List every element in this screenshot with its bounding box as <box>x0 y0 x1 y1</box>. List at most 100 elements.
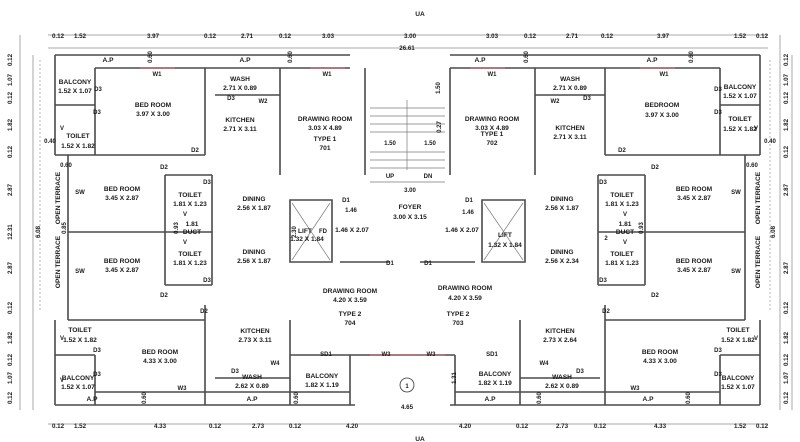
svg-text:D2: D2 <box>160 165 168 171</box>
svg-text:6.08: 6.08 <box>770 225 777 238</box>
svg-text:UA: UA <box>415 436 425 442</box>
column-marker-icon <box>399 377 415 393</box>
svg-text:A.P: A.P <box>485 396 497 403</box>
svg-text:W4: W4 <box>540 361 550 367</box>
svg-text:1.07: 1.07 <box>7 371 14 384</box>
svg-text:SW: SW <box>731 190 741 196</box>
svg-text:2.73 X 3.11: 2.73 X 3.11 <box>238 337 272 344</box>
svg-text:3.00: 3.00 <box>404 33 417 40</box>
svg-text:WASH: WASH <box>242 374 262 381</box>
svg-text:2.87: 2.87 <box>783 261 790 274</box>
svg-text:1.07: 1.07 <box>783 73 790 86</box>
svg-text:2.71 X 0.89: 2.71 X 0.89 <box>223 85 257 92</box>
bottom-dims: 0.12 1.52 4.33 0.12 2.73 0.12 4.20 4.20 … <box>52 423 769 430</box>
svg-text:3.03 X 4.89: 3.03 X 4.89 <box>475 125 509 132</box>
svg-text:BED ROOM: BED ROOM <box>104 258 141 265</box>
svg-text:3.45 X 2.87: 3.45 X 2.87 <box>677 195 711 202</box>
bottom-extra-dim: 4.65 <box>401 404 414 411</box>
svg-text:4.20 X 3.59: 4.20 X 3.59 <box>333 297 367 304</box>
svg-text:TYPE 2: TYPE 2 <box>339 311 362 318</box>
room-labels-bottom: DRAWING ROOM 4.20 X 3.59 TYPE 2 704 DRAW… <box>61 285 755 403</box>
svg-text:1.52: 1.52 <box>734 423 747 430</box>
svg-text:BED ROOM: BED ROOM <box>642 349 679 356</box>
svg-text:0.12: 0.12 <box>516 423 529 430</box>
svg-text:3.45 X 2.87: 3.45 X 2.87 <box>677 267 711 274</box>
svg-text:BALCONY: BALCONY <box>62 375 95 382</box>
svg-text:TYPE 1: TYPE 1 <box>314 136 337 143</box>
svg-text:V: V <box>623 212 627 218</box>
svg-text:TOILET: TOILET <box>178 251 201 258</box>
svg-text:3.03: 3.03 <box>486 33 499 40</box>
room-labels-middle: BED ROOM 3.45 X 2.87 BED ROOM 3.45 X 2.8… <box>55 171 762 288</box>
svg-text:0.12: 0.12 <box>52 33 65 40</box>
svg-text:0.60: 0.60 <box>142 392 148 404</box>
lift-crosses <box>291 202 524 261</box>
svg-text:W1: W1 <box>660 72 670 78</box>
svg-text:OPEN TERRACE: OPEN TERRACE <box>755 235 762 288</box>
svg-text:D3: D3 <box>714 110 722 116</box>
svg-text:TOILET: TOILET <box>726 327 749 334</box>
svg-text:1.52 X 1.07: 1.52 X 1.07 <box>723 93 757 100</box>
svg-text:D3: D3 <box>94 87 102 93</box>
svg-text:W1: W1 <box>323 72 333 78</box>
svg-text:1.81 X 1.23: 1.81 X 1.23 <box>173 201 207 208</box>
svg-text:1.31: 1.31 <box>452 372 458 384</box>
svg-text:D3: D3 <box>576 369 584 375</box>
svg-text:1.52: 1.52 <box>74 423 87 430</box>
svg-text:0.12: 0.12 <box>7 391 14 404</box>
svg-text:A.P: A.P <box>475 57 487 64</box>
svg-text:1.46 X 2.07: 1.46 X 2.07 <box>335 227 369 234</box>
svg-text:V: V <box>183 240 187 246</box>
dimension-lines <box>19 34 793 425</box>
svg-text:703: 703 <box>452 320 463 327</box>
svg-text:D3: D3 <box>714 348 722 354</box>
svg-text:KITCHEN: KITCHEN <box>545 328 575 335</box>
svg-text:D3: D3 <box>203 180 211 186</box>
svg-text:BALCONY: BALCONY <box>59 79 92 86</box>
svg-text:UA: UA <box>415 11 425 18</box>
svg-text:1.52 X 1.07: 1.52 X 1.07 <box>721 384 755 391</box>
svg-text:0.12: 0.12 <box>756 423 769 430</box>
svg-text:V: V <box>754 336 758 342</box>
svg-text:BALCONY: BALCONY <box>306 373 339 380</box>
svg-text:0.60: 0.60 <box>288 51 294 63</box>
svg-text:LIFT: LIFT <box>298 228 312 235</box>
svg-text:701: 701 <box>319 145 330 152</box>
svg-text:0.93: 0.93 <box>639 222 645 234</box>
svg-text:2.71: 2.71 <box>241 33 254 40</box>
svg-text:BED ROOM: BED ROOM <box>676 258 713 265</box>
svg-text:1.82: 1.82 <box>783 331 790 344</box>
svg-text:2.30: 2.30 <box>292 226 298 238</box>
svg-text:D1: D1 <box>386 261 394 267</box>
svg-text:BED ROOM: BED ROOM <box>676 186 713 193</box>
svg-text:2.56 X 1.87: 2.56 X 1.87 <box>237 205 271 212</box>
svg-text:2.87: 2.87 <box>7 183 14 196</box>
svg-text:WASH: WASH <box>230 76 250 83</box>
svg-text:A.P: A.P <box>247 396 259 403</box>
svg-text:DINING: DINING <box>550 196 573 203</box>
svg-text:0.12: 0.12 <box>7 145 14 158</box>
svg-text:WASH: WASH <box>552 374 572 381</box>
svg-text:0.12: 0.12 <box>756 33 769 40</box>
svg-text:3.03: 3.03 <box>322 33 335 40</box>
svg-text:0.12: 0.12 <box>7 353 14 366</box>
svg-text:4.33: 4.33 <box>654 423 667 430</box>
svg-text:1.32 X 1.84: 1.32 X 1.84 <box>290 236 324 243</box>
svg-text:4.20 X 3.59: 4.20 X 3.59 <box>448 295 482 302</box>
svg-text:2.56 X 1.87: 2.56 X 1.87 <box>237 258 271 265</box>
svg-text:1.07: 1.07 <box>7 73 14 86</box>
svg-text:0.12: 0.12 <box>783 53 790 66</box>
svg-text:0.12: 0.12 <box>7 91 14 104</box>
svg-text:D2: D2 <box>618 148 626 154</box>
svg-text:0.12: 0.12 <box>209 423 222 430</box>
svg-text:TYPE 1: TYPE 1 <box>481 131 504 138</box>
staircase[interactable] <box>370 100 445 183</box>
svg-text:2: 2 <box>604 236 608 242</box>
svg-text:D1: D1 <box>342 198 350 204</box>
svg-text:0.60: 0.60 <box>60 163 72 169</box>
svg-text:BALCONY: BALCONY <box>724 84 757 91</box>
svg-text:DRAWING ROOM: DRAWING ROOM <box>298 116 353 123</box>
svg-text:6.08: 6.08 <box>35 225 42 238</box>
svg-text:1.81: 1.81 <box>186 221 199 228</box>
svg-text:V: V <box>60 378 64 384</box>
